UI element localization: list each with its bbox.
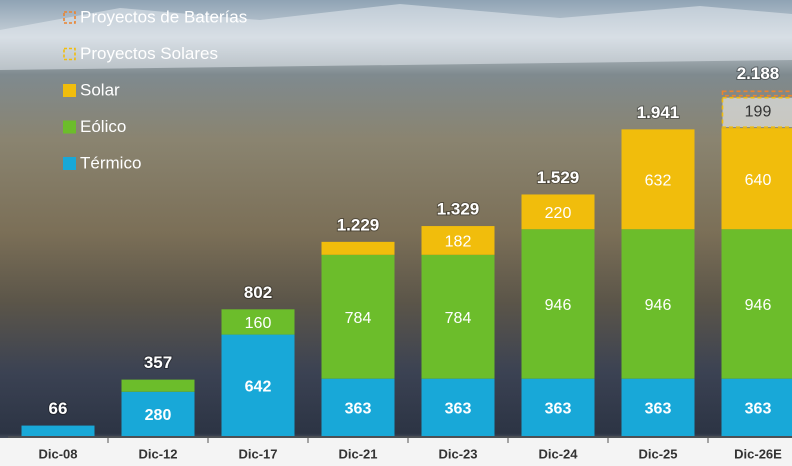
bar-segment [621,229,695,379]
x-tick-label: Dic-24 [538,446,578,461]
total-label: 1.529 [537,168,580,187]
total-label: 2.188 [737,64,780,83]
x-tick-label: Dic-21 [338,446,377,461]
bar-segment [321,254,395,379]
legend-swatch [63,84,76,97]
legend-label: Térmico [80,153,141,172]
x-tick-label: Dic-26E [734,446,782,461]
segment-label: 946 [545,297,572,314]
legend-swatch [63,120,76,134]
bar-segment [521,194,595,230]
bar-segment [621,378,695,436]
total-label: 66 [49,399,68,418]
legend-swatch [63,11,76,24]
segment-label: 199 [745,104,772,121]
bar-segment [121,379,195,392]
bar-segment [721,229,792,379]
x-tick-label: Dic-08 [38,446,77,461]
bar-segment [421,226,495,255]
bar-segment [721,128,792,230]
segment-label: 160 [245,315,272,332]
bar-segment [421,378,495,436]
bar-segment [221,334,295,436]
bar-segment [721,378,792,436]
bar-segment [121,391,195,436]
segment-label: 784 [345,310,372,327]
total-label: 1.941 [637,103,680,122]
segment-label: 363 [345,401,372,418]
total-label: 1.229 [337,215,380,234]
legend-label: Solar [80,80,120,99]
total-label: 357 [144,353,172,372]
segment-label: 784 [445,310,472,327]
legend-label: Proyectos Solares [80,44,218,63]
axis-band [0,438,792,466]
segment-label: 363 [645,401,672,418]
segment-label: 642 [245,379,272,396]
segment-label: 946 [645,297,672,314]
segment-label: 280 [145,407,172,424]
bar-segment [621,129,695,230]
segment-label: 363 [545,401,572,418]
bar-segment [721,96,792,128]
segment-label: 946 [745,297,772,314]
bar-segment [421,254,495,379]
bar-segment [521,378,595,436]
x-tick-label: Dic-12 [138,446,177,461]
bar-segment [721,90,792,97]
legend-label: Eólico [80,117,126,136]
x-tick-label: Dic-17 [238,446,277,461]
legend-label: Proyectos de Baterías [80,7,247,26]
legend-swatch [63,157,76,170]
segment-label: 632 [645,173,672,190]
mountains [0,4,792,70]
segment-label: 182 [445,234,472,251]
segment-label: 640 [745,172,772,189]
legend-swatch [63,47,76,61]
bar-segment [321,378,395,436]
x-tick-label: Dic-25 [638,446,677,461]
segment-label: 363 [745,401,772,418]
segment-label: 220 [545,205,572,222]
segment-label: 363 [445,401,472,418]
total-label: 802 [244,283,272,302]
bar-segment [321,241,395,255]
bar-segment [221,309,295,335]
bar-segment [521,229,595,379]
total-label: 1.329 [437,200,480,219]
x-tick-label: Dic-23 [438,446,477,461]
bar-segment [21,425,95,436]
